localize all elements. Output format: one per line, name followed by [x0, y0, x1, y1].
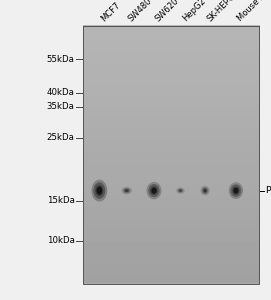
Text: POLR2D: POLR2D	[265, 186, 271, 195]
Ellipse shape	[178, 189, 183, 192]
Ellipse shape	[233, 188, 238, 194]
Ellipse shape	[91, 180, 107, 202]
Text: SW480: SW480	[127, 0, 154, 23]
Text: 25kDa: 25kDa	[47, 133, 75, 142]
Text: MCF7: MCF7	[99, 0, 122, 23]
Ellipse shape	[203, 188, 207, 193]
Bar	[83, 26, 259, 284]
Ellipse shape	[125, 189, 128, 192]
Ellipse shape	[95, 185, 103, 196]
Ellipse shape	[97, 187, 102, 194]
Text: HepG2: HepG2	[180, 0, 207, 23]
Ellipse shape	[121, 187, 132, 194]
Text: 15kDa: 15kDa	[47, 196, 75, 206]
Ellipse shape	[147, 182, 162, 200]
Ellipse shape	[232, 186, 240, 195]
Ellipse shape	[176, 187, 185, 194]
Ellipse shape	[231, 184, 241, 197]
Ellipse shape	[151, 188, 157, 194]
Text: 55kDa: 55kDa	[47, 55, 75, 64]
Ellipse shape	[179, 189, 182, 192]
Ellipse shape	[93, 182, 105, 199]
Ellipse shape	[229, 182, 243, 199]
Ellipse shape	[123, 188, 131, 194]
Bar	[83, 26, 259, 284]
Text: SK-HEPC: SK-HEPC	[205, 0, 237, 23]
Ellipse shape	[201, 186, 210, 196]
Ellipse shape	[202, 187, 208, 194]
Ellipse shape	[149, 184, 160, 197]
Ellipse shape	[124, 189, 129, 193]
Ellipse shape	[177, 188, 184, 193]
Ellipse shape	[150, 186, 158, 195]
Text: 40kDa: 40kDa	[47, 88, 75, 97]
Text: 35kDa: 35kDa	[47, 102, 75, 111]
Text: SW620: SW620	[154, 0, 181, 23]
Ellipse shape	[204, 189, 207, 192]
Text: 10kDa: 10kDa	[47, 236, 75, 245]
Text: Mouse spleen: Mouse spleen	[236, 0, 271, 23]
